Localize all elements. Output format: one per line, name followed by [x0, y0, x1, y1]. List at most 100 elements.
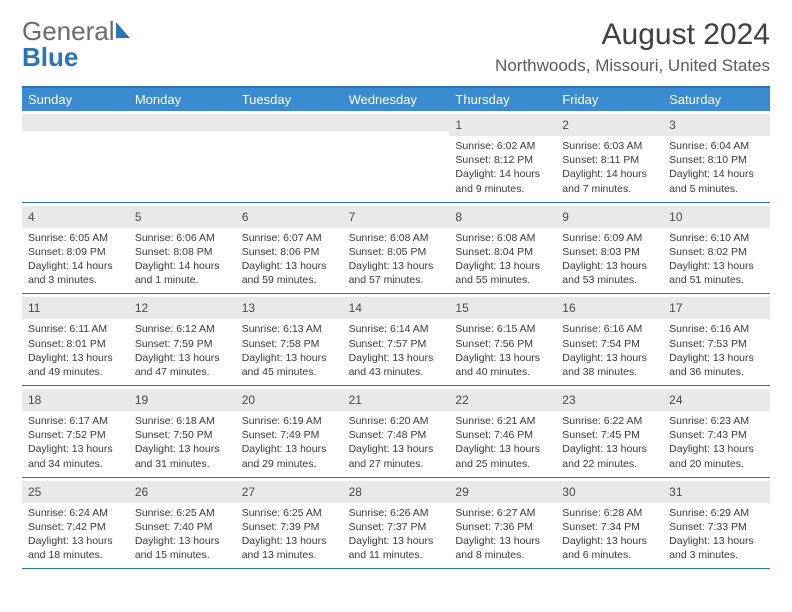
day-number: 9: [562, 210, 569, 224]
daynum-row: [22, 114, 129, 131]
title-block: August 2024 Northwoods, Missouri, United…: [495, 18, 770, 76]
day-number: 2: [562, 118, 569, 132]
brand-part2: Blue: [22, 42, 78, 72]
day-number: 22: [455, 393, 468, 407]
day-info: Sunrise: 6:27 AMSunset: 7:36 PMDaylight:…: [455, 506, 550, 563]
daynum-row: 16: [556, 297, 663, 319]
day-cell: 12 Sunrise: 6:12 AMSunset: 7:59 PMDayligh…: [129, 294, 236, 385]
day-number: 10: [669, 210, 682, 224]
day-number: 6: [242, 210, 249, 224]
daynum-row: 17: [663, 297, 770, 319]
daynum-row: 31: [663, 481, 770, 503]
day-number: 4: [28, 210, 35, 224]
daynum-row: 4: [22, 206, 129, 228]
daynum-row: 29: [449, 481, 556, 503]
month-title: August 2024: [495, 18, 770, 52]
daynum-row: 18: [22, 389, 129, 411]
day-number: 29: [455, 485, 468, 499]
daynum-row: 22: [449, 389, 556, 411]
week-row: 25 Sunrise: 6:24 AMSunset: 7:42 PMDayligh…: [22, 478, 770, 570]
weeks-container: 1 Sunrise: 6:02 AMSunset: 8:12 PMDaylight…: [22, 111, 770, 569]
day-info: Sunrise: 6:20 AMSunset: 7:48 PMDaylight:…: [349, 414, 444, 471]
day-number: 26: [135, 485, 148, 499]
day-of-week-header: SundayMondayTuesdayWednesdayThursdayFrid…: [22, 88, 770, 111]
daynum-row: 5: [129, 206, 236, 228]
daynum-row: 21: [343, 389, 450, 411]
day-info: Sunrise: 6:10 AMSunset: 8:02 PMDaylight:…: [669, 231, 764, 288]
day-info: Sunrise: 6:06 AMSunset: 8:08 PMDaylight:…: [135, 231, 230, 288]
day-cell: 25 Sunrise: 6:24 AMSunset: 7:42 PMDayligh…: [22, 478, 129, 569]
day-cell: 19 Sunrise: 6:18 AMSunset: 7:50 PMDayligh…: [129, 386, 236, 477]
day-cell: 23 Sunrise: 6:22 AMSunset: 7:45 PMDayligh…: [556, 386, 663, 477]
day-info: Sunrise: 6:09 AMSunset: 8:03 PMDaylight:…: [562, 231, 657, 288]
daynum-row: 3: [663, 114, 770, 136]
day-info: Sunrise: 6:23 AMSunset: 7:43 PMDaylight:…: [669, 414, 764, 471]
dow-label: Monday: [129, 88, 236, 111]
day-cell: 26 Sunrise: 6:25 AMSunset: 7:40 PMDayligh…: [129, 478, 236, 569]
day-info: Sunrise: 6:11 AMSunset: 8:01 PMDaylight:…: [28, 322, 123, 379]
daynum-row: 8: [449, 206, 556, 228]
daynum-row: 20: [236, 389, 343, 411]
daynum-row: 11: [22, 297, 129, 319]
daynum-row: 23: [556, 389, 663, 411]
day-info: Sunrise: 6:08 AMSunset: 8:04 PMDaylight:…: [455, 231, 550, 288]
daynum-row: 2: [556, 114, 663, 136]
day-number: 19: [135, 393, 148, 407]
day-info: Sunrise: 6:07 AMSunset: 8:06 PMDaylight:…: [242, 231, 337, 288]
day-cell: 1 Sunrise: 6:02 AMSunset: 8:12 PMDaylight…: [449, 111, 556, 202]
week-row: 11 Sunrise: 6:11 AMSunset: 8:01 PMDayligh…: [22, 294, 770, 386]
day-number: 8: [455, 210, 462, 224]
day-cell: 22Sunrise: 6:21 AMSunset: 7:46 PMDayligh…: [449, 386, 556, 477]
daynum-row: [343, 114, 450, 131]
day-info: Sunrise: 6:15 AMSunset: 7:56 PMDaylight:…: [455, 322, 550, 379]
day-cell: 13 Sunrise: 6:13 AMSunset: 7:58 PMDayligh…: [236, 294, 343, 385]
day-number: 5: [135, 210, 142, 224]
brand-logo: General Blue: [22, 18, 133, 70]
dow-label: Tuesday: [236, 88, 343, 111]
day-info: Sunrise: 6:19 AMSunset: 7:49 PMDaylight:…: [242, 414, 337, 471]
daynum-row: 9: [556, 206, 663, 228]
day-cell: 9 Sunrise: 6:09 AMSunset: 8:03 PMDaylight…: [556, 203, 663, 294]
daynum-row: 7: [343, 206, 450, 228]
dow-label: Friday: [556, 88, 663, 111]
day-info: Sunrise: 6:13 AMSunset: 7:58 PMDaylight:…: [242, 322, 337, 379]
day-number: 21: [349, 393, 362, 407]
day-number: 14: [349, 301, 362, 315]
day-cell: 15 Sunrise: 6:15 AMSunset: 7:56 PMDayligh…: [449, 294, 556, 385]
day-cell: 10 Sunrise: 6:10 AMSunset: 8:02 PMDayligh…: [663, 203, 770, 294]
day-number: 13: [242, 301, 255, 315]
day-info: Sunrise: 6:08 AMSunset: 8:05 PMDaylight:…: [349, 231, 444, 288]
dow-label: Saturday: [663, 88, 770, 111]
day-cell: 31Sunrise: 6:29 AMSunset: 7:33 PMDayligh…: [663, 478, 770, 569]
day-info: Sunrise: 6:18 AMSunset: 7:50 PMDaylight:…: [135, 414, 230, 471]
daynum-row: 27: [236, 481, 343, 503]
day-info: Sunrise: 6:24 AMSunset: 7:42 PMDaylight:…: [28, 506, 123, 563]
day-cell: 27Sunrise: 6:25 AMSunset: 7:39 PMDayligh…: [236, 478, 343, 569]
day-cell: 6 Sunrise: 6:07 AMSunset: 8:06 PMDaylight…: [236, 203, 343, 294]
day-cell: 3Sunrise: 6:04 AMSunset: 8:10 PMDaylight…: [663, 111, 770, 202]
daynum-row: 10: [663, 206, 770, 228]
day-info: Sunrise: 6:02 AMSunset: 8:12 PMDaylight:…: [455, 139, 550, 196]
day-cell: [343, 111, 450, 202]
day-info: Sunrise: 6:25 AMSunset: 7:40 PMDaylight:…: [135, 506, 230, 563]
day-cell: [22, 111, 129, 202]
day-info: Sunrise: 6:14 AMSunset: 7:57 PMDaylight:…: [349, 322, 444, 379]
daynum-row: 12: [129, 297, 236, 319]
day-number: 1: [455, 118, 462, 132]
location: Northwoods, Missouri, United States: [495, 56, 770, 76]
day-number: 20: [242, 393, 255, 407]
day-cell: 4Sunrise: 6:05 AMSunset: 8:09 PMDaylight…: [22, 203, 129, 294]
day-info: Sunrise: 6:12 AMSunset: 7:59 PMDaylight:…: [135, 322, 230, 379]
sail-icon: [115, 18, 133, 44]
day-number: 3: [669, 118, 676, 132]
header: General Blue August 2024 Northwoods, Mis…: [22, 18, 770, 76]
daynum-row: 25: [22, 481, 129, 503]
day-cell: [129, 111, 236, 202]
day-number: 17: [669, 301, 682, 315]
day-number: 15: [455, 301, 468, 315]
day-cell: 28Sunrise: 6:26 AMSunset: 7:37 PMDayligh…: [343, 478, 450, 569]
day-cell: 8 Sunrise: 6:08 AMSunset: 8:04 PMDaylight…: [449, 203, 556, 294]
daynum-row: 14: [343, 297, 450, 319]
daynum-row: 6: [236, 206, 343, 228]
day-info: Sunrise: 6:22 AMSunset: 7:45 PMDaylight:…: [562, 414, 657, 471]
